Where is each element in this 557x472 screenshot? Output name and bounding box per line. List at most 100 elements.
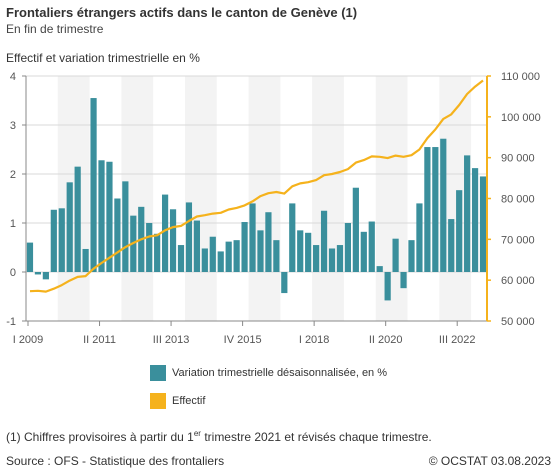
bar bbox=[154, 233, 161, 272]
chart-title: Frontaliers étrangers actifs dans le can… bbox=[6, 5, 358, 20]
line-series bbox=[29, 79, 484, 293]
bar bbox=[74, 166, 81, 272]
y-left-tick-label: -1 bbox=[6, 316, 16, 328]
bar bbox=[424, 147, 431, 272]
bar bbox=[392, 238, 399, 272]
bar bbox=[66, 182, 73, 272]
bar bbox=[98, 160, 105, 272]
chart-subtitle: En fin de trimestre bbox=[6, 22, 104, 36]
x-tick-label: III 2022 bbox=[439, 334, 476, 346]
background-band bbox=[57, 76, 90, 321]
y-left-tick-label: 0 bbox=[10, 267, 16, 279]
x-tick-label: II 2011 bbox=[83, 334, 116, 346]
bar bbox=[336, 245, 344, 272]
copyright-text: © OCSTAT 03.08.2023 bbox=[428, 454, 551, 468]
background-band bbox=[184, 76, 217, 321]
legend-label-bars: Variation trimestrielle désaisonnalisée,… bbox=[172, 367, 388, 379]
legend-swatch-bars bbox=[150, 365, 166, 381]
bar bbox=[161, 194, 169, 272]
bar bbox=[257, 230, 264, 272]
bar bbox=[185, 202, 193, 272]
footnote-text: (1) Chiffres provisoires à partir du 1 bbox=[6, 430, 194, 444]
bar bbox=[34, 272, 42, 275]
bar bbox=[464, 155, 471, 272]
y-right-tick-label: 90 000 bbox=[501, 153, 535, 165]
legend-item-bars[interactable]: Variation trimestrielle désaisonnalisée,… bbox=[150, 365, 387, 381]
bar bbox=[106, 161, 113, 272]
axis-title: Effectif et variation trimestrielle en % bbox=[6, 51, 200, 65]
bar bbox=[471, 168, 479, 272]
bar bbox=[305, 232, 312, 272]
bar bbox=[209, 236, 216, 272]
bar bbox=[201, 248, 208, 272]
bar bbox=[297, 230, 304, 272]
bar bbox=[50, 209, 57, 272]
source-text: Source : OFS - Statistique des frontalie… bbox=[6, 454, 225, 468]
bar bbox=[479, 176, 487, 272]
footnote-text-end: trimestre 2021 et révisés chaque trimest… bbox=[200, 430, 432, 444]
legend-swatch-line bbox=[150, 393, 166, 409]
y-right-tick-label: 70 000 bbox=[501, 234, 535, 246]
bar bbox=[26, 242, 34, 272]
bar bbox=[352, 187, 359, 272]
bar bbox=[42, 272, 49, 280]
x-tick-label: II 2020 bbox=[369, 334, 403, 346]
footnote-sup: er bbox=[193, 429, 201, 438]
y-right-tick-label: 50 000 bbox=[501, 316, 535, 328]
bar bbox=[114, 198, 121, 272]
y-right-tick-label: 100 000 bbox=[501, 112, 541, 124]
bar bbox=[432, 147, 439, 272]
bar bbox=[313, 245, 320, 272]
tick-labels: -1 0 1 2 3 4 50 000 60 000 70 000 80 000 90 000 100… bbox=[6, 71, 541, 346]
bar bbox=[456, 190, 463, 272]
footnote: (1) Chiffres provisoires à partir du 1er… bbox=[6, 429, 432, 444]
bar bbox=[169, 209, 177, 272]
bar bbox=[122, 181, 129, 272]
bar bbox=[58, 208, 65, 272]
bar bbox=[233, 240, 240, 272]
bar bbox=[289, 203, 296, 272]
bar bbox=[416, 203, 423, 272]
bar bbox=[225, 241, 232, 272]
bar bbox=[440, 138, 447, 272]
y-left-tick-label: 2 bbox=[10, 169, 16, 181]
bar bbox=[90, 98, 97, 272]
x-tick-label: III 2013 bbox=[153, 334, 190, 346]
legend-label-line: Effectif bbox=[172, 395, 206, 407]
x-tick-label: I 2009 bbox=[13, 334, 44, 346]
bar bbox=[408, 240, 415, 272]
bar bbox=[328, 248, 336, 272]
bar bbox=[344, 223, 352, 272]
legend-item-line[interactable]: Effectif bbox=[150, 393, 205, 409]
y-left-tick-label: 1 bbox=[10, 218, 16, 230]
bar bbox=[368, 221, 375, 272]
background-band bbox=[248, 76, 281, 321]
bar bbox=[360, 231, 367, 272]
bar bbox=[241, 222, 248, 272]
y-right-tick-label: 80 000 bbox=[501, 194, 535, 206]
bar bbox=[320, 210, 328, 272]
line-effectif bbox=[29, 79, 484, 293]
bar bbox=[217, 251, 224, 272]
bar-series bbox=[26, 98, 487, 301]
bar bbox=[82, 248, 89, 272]
bar bbox=[249, 203, 256, 272]
x-tick-label: IV 2015 bbox=[224, 334, 262, 346]
bar bbox=[448, 219, 455, 272]
bar bbox=[281, 272, 288, 294]
bar bbox=[400, 272, 407, 289]
bar bbox=[177, 245, 185, 272]
bar bbox=[384, 272, 391, 301]
y-left-tick-label: 3 bbox=[10, 120, 16, 132]
y-right-tick-label: 110 000 bbox=[501, 71, 540, 83]
y-right-tick-label: 60 000 bbox=[501, 275, 535, 287]
background-band bbox=[312, 76, 344, 321]
y-left-tick-label: 4 bbox=[10, 71, 16, 83]
bar bbox=[376, 266, 383, 272]
bar bbox=[193, 220, 200, 272]
bar bbox=[265, 212, 272, 272]
bar bbox=[273, 240, 280, 272]
bar bbox=[146, 223, 153, 272]
x-tick-label: I 2018 bbox=[299, 334, 330, 346]
